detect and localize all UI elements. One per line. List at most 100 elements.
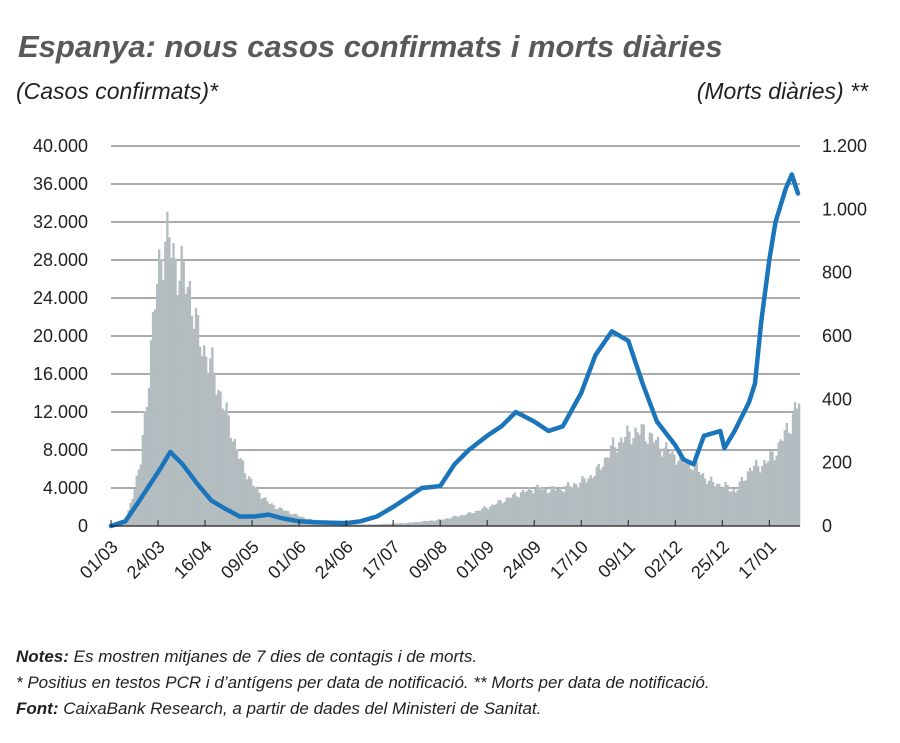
deaths-bar	[245, 479, 249, 526]
deaths-bar	[149, 340, 153, 526]
deaths-bar	[366, 524, 369, 526]
deaths-bar	[654, 439, 658, 526]
deaths-bar	[256, 486, 259, 526]
deaths-bar	[141, 435, 145, 526]
deaths-bar	[239, 458, 243, 526]
left-tick-label: 24.000	[33, 288, 88, 308]
deaths-bar	[479, 510, 482, 526]
deaths-bar	[769, 451, 772, 526]
deaths-bar	[397, 523, 400, 526]
deaths-bar	[403, 523, 406, 526]
deaths-bar	[252, 485, 255, 526]
deaths-bar	[350, 524, 353, 526]
deaths-bar	[147, 387, 151, 526]
right-tick-label: 400	[822, 389, 852, 409]
deaths-bar	[615, 452, 619, 526]
deaths-bar	[499, 500, 502, 526]
deaths-bar	[562, 491, 566, 526]
x-tick-label: 17/07	[358, 537, 404, 583]
left-tick-label: 32.000	[33, 212, 88, 232]
deaths-bar	[360, 524, 363, 526]
deaths-bar	[689, 468, 692, 526]
deaths-bar	[213, 372, 216, 526]
x-tick-label: 09/05	[217, 537, 263, 583]
deaths-bar	[542, 487, 545, 526]
deaths-bar	[712, 482, 715, 526]
deaths-bar	[423, 520, 427, 526]
deaths-bar	[748, 467, 752, 526]
deaths-bar	[180, 245, 183, 526]
deaths-bar	[583, 478, 586, 526]
deaths-bar	[660, 456, 664, 526]
deaths-bar	[648, 432, 652, 526]
deaths-bar	[425, 521, 429, 526]
deaths-bar	[145, 406, 149, 526]
deaths-bar	[399, 523, 402, 526]
deaths-bar	[143, 411, 147, 526]
deaths-bar	[726, 484, 729, 526]
deaths-bar	[483, 506, 486, 526]
deaths-bar	[505, 497, 508, 526]
deaths-bar	[683, 463, 686, 526]
deaths-bar	[632, 438, 635, 526]
deaths-bar	[409, 522, 412, 526]
deaths-bar	[587, 478, 590, 526]
deaths-bar	[714, 486, 717, 526]
deaths-bar	[679, 451, 682, 526]
deaths-bar	[380, 524, 384, 526]
deaths-bar	[544, 488, 547, 526]
deaths-bar	[198, 346, 202, 526]
deaths-bar	[716, 483, 719, 526]
deaths-bar	[176, 294, 179, 526]
deaths-bar	[155, 284, 159, 526]
deaths-bar	[182, 261, 185, 526]
deaths-bar	[740, 476, 744, 526]
deaths-bar	[591, 478, 594, 526]
deaths-bar	[791, 413, 795, 526]
deaths-bar	[434, 520, 437, 526]
deaths-bar	[192, 328, 196, 526]
deaths-bar	[652, 442, 656, 526]
deaths-bar	[599, 469, 602, 526]
right-tick-label: 600	[822, 326, 852, 346]
deaths-bar	[413, 522, 416, 526]
left-tick-label: 0	[78, 516, 88, 536]
x-tick-label: 01/03	[76, 537, 122, 583]
deaths-bar	[595, 466, 598, 526]
deaths-bar	[609, 445, 613, 526]
deaths-bar	[618, 442, 621, 526]
deaths-bar	[468, 511, 472, 526]
left-tick-label: 20.000	[33, 326, 88, 346]
deaths-bar	[487, 509, 490, 526]
deaths-bar	[738, 481, 742, 526]
deaths-bar	[470, 513, 474, 526]
deaths-bar	[703, 478, 707, 526]
deaths-bar	[419, 522, 423, 526]
deaths-bar	[382, 524, 386, 526]
deaths-bar	[217, 389, 220, 526]
deaths-bar	[243, 473, 247, 526]
deaths-bar	[233, 439, 237, 526]
deaths-bar	[550, 486, 553, 526]
deaths-bar	[188, 280, 192, 526]
deaths-bar	[205, 356, 208, 526]
deaths-bar	[755, 459, 758, 526]
deaths-bar	[665, 442, 668, 526]
deaths-bar	[493, 505, 496, 526]
right-tick-label: 200	[822, 453, 852, 473]
deaths-bar	[391, 523, 394, 526]
deaths-bar	[444, 518, 447, 526]
deaths-bar	[530, 489, 533, 526]
deaths-bar	[742, 480, 746, 526]
deaths-bar	[374, 524, 378, 526]
deaths-bar	[779, 439, 782, 526]
deaths-bar	[460, 514, 463, 526]
deaths-bar	[474, 510, 478, 526]
deaths-bar	[358, 524, 361, 526]
deaths-bar	[607, 457, 611, 526]
deaths-bar	[247, 476, 251, 526]
deaths-bar	[348, 524, 351, 526]
left-axis-label: (Casos confirmats)*	[16, 78, 219, 104]
deaths-bar	[223, 410, 226, 526]
deaths-bar	[642, 424, 645, 526]
